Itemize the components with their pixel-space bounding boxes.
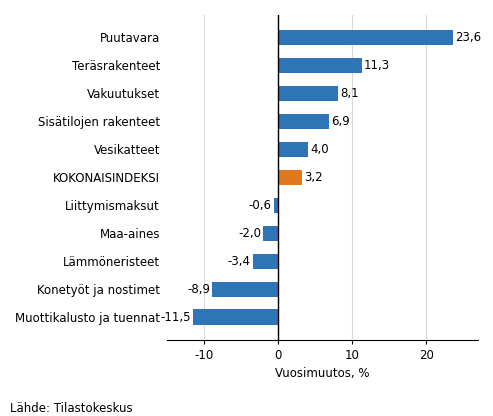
Text: -11,5: -11,5	[160, 311, 191, 324]
Bar	[263, 225, 278, 241]
Bar	[274, 198, 278, 213]
Text: Lähde: Tilastokeskus: Lähde: Tilastokeskus	[10, 402, 133, 415]
Text: -3,4: -3,4	[228, 255, 250, 268]
Text: 11,3: 11,3	[364, 59, 390, 72]
Text: -8,9: -8,9	[187, 283, 210, 296]
Text: -0,6: -0,6	[248, 199, 271, 212]
Text: 4,0: 4,0	[310, 143, 328, 156]
Text: -2,0: -2,0	[238, 227, 261, 240]
Bar	[278, 30, 453, 45]
Bar	[253, 253, 278, 269]
Text: 3,2: 3,2	[304, 171, 322, 184]
Bar	[278, 141, 308, 157]
Text: 8,1: 8,1	[340, 87, 359, 100]
Bar	[212, 282, 278, 297]
Bar	[193, 310, 278, 325]
Bar	[278, 58, 362, 73]
Bar	[278, 114, 329, 129]
Text: 23,6: 23,6	[455, 31, 481, 44]
Bar	[278, 170, 302, 185]
X-axis label: Vuosimuutos, %: Vuosimuutos, %	[275, 367, 370, 380]
Text: 6,9: 6,9	[331, 115, 350, 128]
Bar	[278, 86, 338, 101]
